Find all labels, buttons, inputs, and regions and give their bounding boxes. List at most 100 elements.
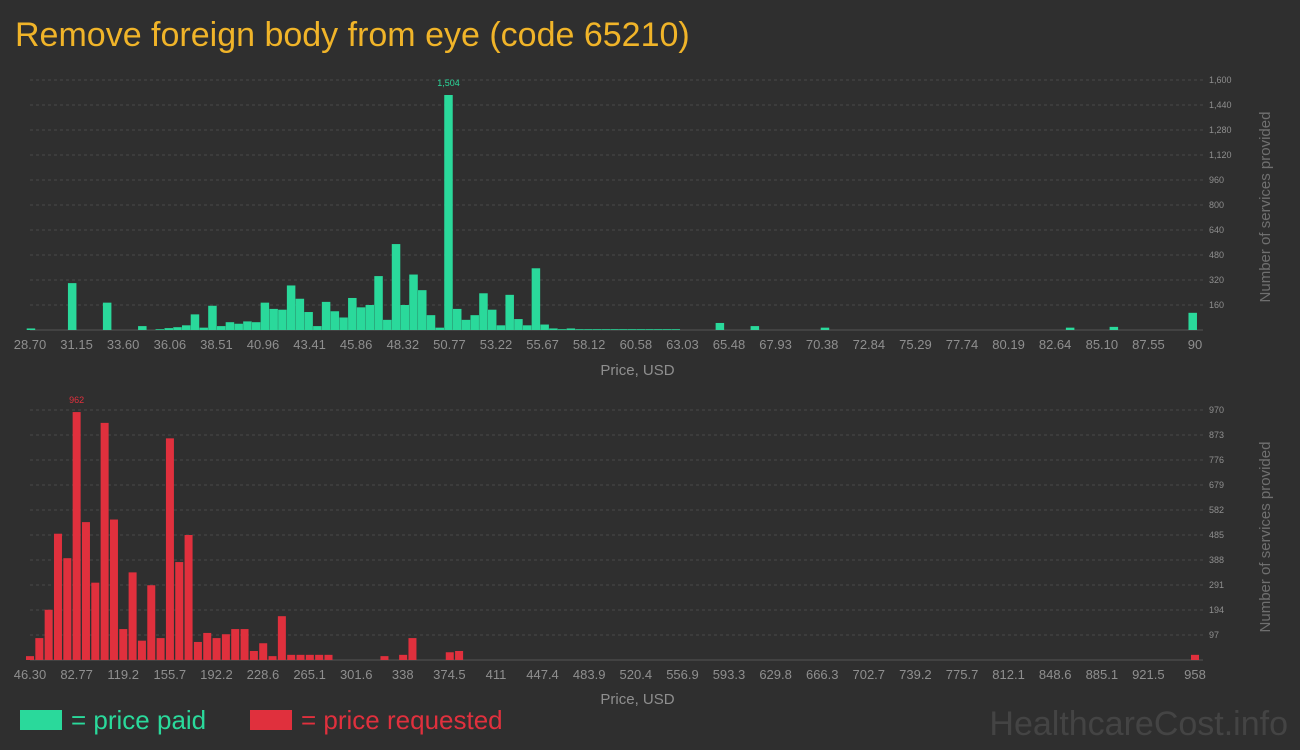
y-tick-label: 776 [1209, 455, 1224, 465]
bar [549, 328, 558, 330]
x-tick-label: 593.3 [713, 667, 746, 682]
bar [156, 638, 165, 660]
x-tick-label: 58.12 [573, 337, 606, 352]
bar [619, 329, 628, 330]
bar [100, 422, 109, 660]
bar [147, 585, 156, 660]
bar [496, 325, 506, 330]
x-tick-label: 812.1 [992, 667, 1025, 682]
x-tick-label: 702.7 [852, 667, 885, 682]
bar [400, 305, 410, 330]
bar [240, 629, 249, 660]
x-tick-label: 447.4 [526, 667, 559, 682]
x-tick-label: 77.74 [946, 337, 979, 352]
x-tick-label: 60.58 [620, 337, 653, 352]
bar [199, 327, 208, 330]
peak-data-label: 962 [69, 395, 84, 405]
x-tick-label: 921.5 [1132, 667, 1165, 682]
bar [1109, 326, 1119, 330]
bar [1191, 654, 1199, 660]
bar [645, 329, 654, 330]
bar [445, 652, 454, 660]
y-tick-label: 320 [1209, 275, 1224, 285]
bar [584, 329, 593, 330]
bar [305, 654, 314, 660]
bar [592, 329, 602, 330]
bar [313, 326, 322, 330]
bar [277, 616, 286, 660]
bar [356, 307, 366, 330]
y-tick-label: 679 [1209, 480, 1224, 490]
x-tick-label: 192.2 [200, 667, 233, 682]
bar [339, 317, 348, 330]
bar [409, 274, 418, 330]
x-tick-label: 958 [1184, 667, 1206, 682]
bar [234, 323, 243, 330]
x-tick-label: 666.3 [806, 667, 839, 682]
y-axis-label: Number of services provided [1257, 112, 1274, 303]
bar [165, 438, 174, 660]
bar [452, 308, 462, 330]
bar [383, 319, 392, 330]
bar [91, 582, 100, 660]
y-tick-label: 1,120 [1209, 150, 1232, 160]
bar [365, 305, 375, 330]
bar [461, 319, 471, 330]
bar [63, 558, 72, 660]
bar [601, 329, 611, 330]
bar [259, 643, 268, 660]
x-tick-label: 33.60 [107, 337, 140, 352]
bar [35, 638, 44, 660]
bar [820, 327, 830, 330]
bar [295, 298, 305, 330]
bar [750, 326, 760, 330]
x-tick-label: 739.2 [899, 667, 932, 682]
bar [173, 327, 182, 330]
y-tick-label: 485 [1209, 530, 1224, 540]
bar [348, 297, 357, 330]
bar [435, 327, 444, 330]
y-tick-label: 480 [1209, 250, 1224, 260]
bar [296, 654, 305, 660]
x-tick-label: 53.22 [480, 337, 513, 352]
legend-label-price-requested: = price requested [301, 705, 503, 735]
y-tick-label: 1,440 [1209, 100, 1232, 110]
bar [249, 650, 258, 660]
bar [671, 329, 681, 330]
x-tick-label: 50.77 [433, 337, 466, 352]
bar [531, 268, 541, 330]
bar [128, 572, 137, 660]
bar [321, 301, 331, 330]
bar [72, 412, 81, 660]
x-tick-label: 67.93 [759, 337, 792, 352]
bar [119, 629, 128, 660]
y-tick-label: 1,280 [1209, 125, 1232, 135]
x-tick-label: 90 [1188, 337, 1202, 352]
bar [193, 641, 202, 660]
x-tick-label: 48.32 [387, 337, 420, 352]
x-tick-label: 45.86 [340, 337, 373, 352]
bar [44, 609, 53, 660]
bar [479, 293, 488, 330]
legend: = price paid = price requested [20, 705, 503, 735]
bar [610, 329, 619, 330]
x-tick-label: 55.67 [526, 337, 559, 352]
bar [260, 302, 270, 330]
x-tick-label: 28.70 [14, 337, 47, 352]
bar [324, 654, 333, 660]
bar [514, 319, 523, 330]
bar [627, 329, 637, 330]
bar [557, 329, 567, 330]
x-tick-label: 85.10 [1086, 337, 1119, 352]
y-tick-label: 194 [1209, 605, 1224, 615]
x-tick-label: 483.9 [573, 667, 606, 682]
y-tick-label: 960 [1209, 175, 1224, 185]
bar [286, 285, 296, 330]
bar [138, 326, 147, 330]
bar [184, 535, 193, 660]
legend-label-price-paid: = price paid [71, 705, 206, 735]
price-requested-chart: 97 194 291 388 485 582 679 776 873 970 962 46.30 82.… [14, 395, 1274, 708]
bar [315, 654, 324, 660]
y-tick-label: 160 [1209, 300, 1224, 310]
x-tick-label: 46.30 [14, 667, 47, 682]
